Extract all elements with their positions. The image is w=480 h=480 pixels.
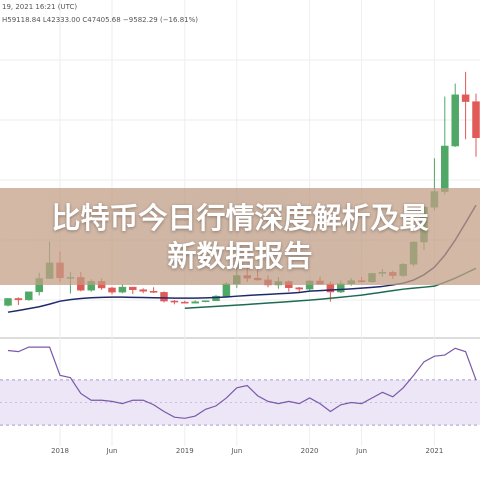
banner: 比特币今日行情深度解析及最新数据报告 <box>0 188 480 285</box>
candle-body <box>191 301 199 304</box>
candle-body <box>149 291 158 293</box>
candle-body <box>222 283 231 297</box>
candle-body <box>4 298 12 306</box>
x-tick-label: 2021 <box>425 447 443 455</box>
candle-body <box>451 94 459 147</box>
moving-average <box>184 267 477 309</box>
candle-body <box>129 286 137 290</box>
candle-body <box>212 295 220 301</box>
header-date: 19, 2021 16:21 (UTC) <box>2 3 77 11</box>
candle-body <box>461 94 470 102</box>
x-tick-label: 2019 <box>176 447 194 455</box>
candle-body <box>118 286 127 293</box>
x-tick-label: 2018 <box>51 447 69 455</box>
candle-body <box>160 292 168 302</box>
candle-body <box>170 300 179 303</box>
candle-body <box>14 298 23 301</box>
x-tick-label: Jun <box>230 447 242 455</box>
x-tick-label: Jun <box>355 447 367 455</box>
candle-body <box>441 145 449 192</box>
candle-body <box>139 289 147 292</box>
candle-body <box>108 287 116 293</box>
candle-body <box>472 101 480 138</box>
candle-body <box>25 291 33 301</box>
x-tick-label: 2020 <box>301 447 319 455</box>
rsi-line <box>7 346 477 419</box>
candle-body <box>181 301 189 304</box>
x-tick-label: Jun <box>106 447 118 455</box>
header-ohlc: H59118.84 L42333.00 C47405.68 −9582.29 (… <box>2 16 198 24</box>
candle-body <box>201 300 210 302</box>
banner-title: 比特币今日行情深度解析及最新数据报告 <box>51 200 429 273</box>
candle-body <box>295 287 303 290</box>
